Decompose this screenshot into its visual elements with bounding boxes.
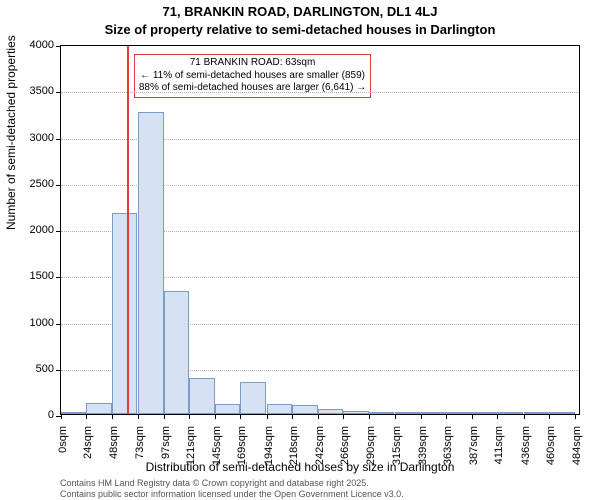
- xtick-mark: [343, 414, 344, 419]
- xtick-label: 242sqm: [314, 426, 326, 486]
- xtick-mark: [472, 414, 473, 419]
- histogram-bar: [446, 412, 471, 414]
- xtick-label: 218sqm: [288, 426, 300, 486]
- ytick-label: 500: [14, 363, 54, 375]
- xtick-mark: [189, 414, 190, 419]
- histogram-bar: [138, 112, 163, 414]
- histogram-bar: [472, 412, 497, 414]
- xtick-mark: [497, 414, 498, 419]
- xtick-mark: [369, 414, 370, 419]
- xtick-label: 266sqm: [339, 426, 351, 486]
- xtick-mark: [112, 414, 113, 419]
- xtick-label: 194sqm: [263, 426, 275, 486]
- xtick-label: 24sqm: [82, 426, 94, 486]
- xtick-label: 73sqm: [134, 426, 146, 486]
- histogram-bar: [318, 409, 343, 414]
- xtick-label: 484sqm: [571, 426, 583, 486]
- ytick-mark: [56, 46, 61, 47]
- xtick-mark: [215, 414, 216, 419]
- xtick-label: 436sqm: [520, 426, 532, 486]
- xtick-mark: [318, 414, 319, 419]
- ytick-label: 3500: [14, 85, 54, 97]
- histogram-bar: [112, 213, 137, 414]
- ytick-mark: [56, 185, 61, 186]
- ytick-mark: [56, 231, 61, 232]
- xtick-mark: [240, 414, 241, 419]
- histogram-bar: [369, 412, 394, 414]
- ytick-label: 2500: [14, 178, 54, 190]
- histogram-bar: [292, 405, 317, 414]
- histogram-bar: [189, 378, 214, 414]
- histogram-bar: [395, 412, 420, 414]
- ytick-mark: [56, 370, 61, 371]
- gridline: [61, 92, 579, 93]
- xtick-label: 97sqm: [160, 426, 172, 486]
- xtick-mark: [524, 414, 525, 419]
- ytick-label: 2000: [14, 224, 54, 236]
- xtick-label: 315sqm: [391, 426, 403, 486]
- xtick-mark: [549, 414, 550, 419]
- xtick-mark: [138, 414, 139, 419]
- histogram-bar: [343, 411, 368, 414]
- ytick-label: 3000: [14, 132, 54, 144]
- xtick-label: 411sqm: [493, 426, 505, 486]
- histogram-bar: [524, 412, 549, 414]
- xtick-label: 387sqm: [468, 426, 480, 486]
- histogram-bar: [215, 404, 240, 414]
- footer-line2: Contains public sector information licen…: [60, 489, 404, 499]
- ytick-mark: [56, 92, 61, 93]
- xtick-label: 48sqm: [108, 426, 120, 486]
- plot-area: 71 BRANKIN ROAD: 63sqm ← 11% of semi-det…: [60, 45, 580, 415]
- ytick-label: 4000: [14, 39, 54, 51]
- xtick-label: 169sqm: [236, 426, 248, 486]
- xtick-label: 0sqm: [57, 426, 69, 486]
- xtick-mark: [164, 414, 165, 419]
- xtick-label: 460sqm: [545, 426, 557, 486]
- histogram-bar: [421, 412, 446, 414]
- annotation-line2: ← 11% of semi-detached houses are smalle…: [139, 70, 366, 83]
- xtick-mark: [395, 414, 396, 419]
- chart-title-line2: Size of property relative to semi-detach…: [0, 22, 600, 37]
- histogram-bar: [267, 404, 292, 414]
- histogram-bar: [549, 412, 574, 414]
- annotation-box: 71 BRANKIN ROAD: 63sqm ← 11% of semi-det…: [134, 54, 371, 98]
- xtick-label: 339sqm: [417, 426, 429, 486]
- annotation-line1: 71 BRANKIN ROAD: 63sqm: [139, 57, 366, 70]
- xtick-mark: [292, 414, 293, 419]
- ytick-mark: [56, 277, 61, 278]
- histogram-bar: [497, 412, 522, 414]
- xtick-mark: [267, 414, 268, 419]
- xtick-label: 145sqm: [211, 426, 223, 486]
- xtick-mark: [575, 414, 576, 419]
- ytick-label: 1500: [14, 270, 54, 282]
- histogram-bar: [61, 412, 86, 414]
- ytick-label: 1000: [14, 317, 54, 329]
- histogram-bar: [164, 291, 189, 414]
- xtick-mark: [86, 414, 87, 419]
- xtick-label: 363sqm: [442, 426, 454, 486]
- xtick-mark: [421, 414, 422, 419]
- ytick-mark: [56, 139, 61, 140]
- ytick-label: 0: [14, 409, 54, 421]
- xtick-mark: [61, 414, 62, 419]
- ytick-mark: [56, 324, 61, 325]
- xtick-label: 121sqm: [185, 426, 197, 486]
- xtick-label: 290sqm: [365, 426, 377, 486]
- xtick-mark: [446, 414, 447, 419]
- histogram-bar: [240, 382, 265, 414]
- reference-line: [127, 46, 129, 414]
- histogram-bar: [86, 403, 111, 414]
- chart-title-line1: 71, BRANKIN ROAD, DARLINGTON, DL1 4LJ: [0, 4, 600, 19]
